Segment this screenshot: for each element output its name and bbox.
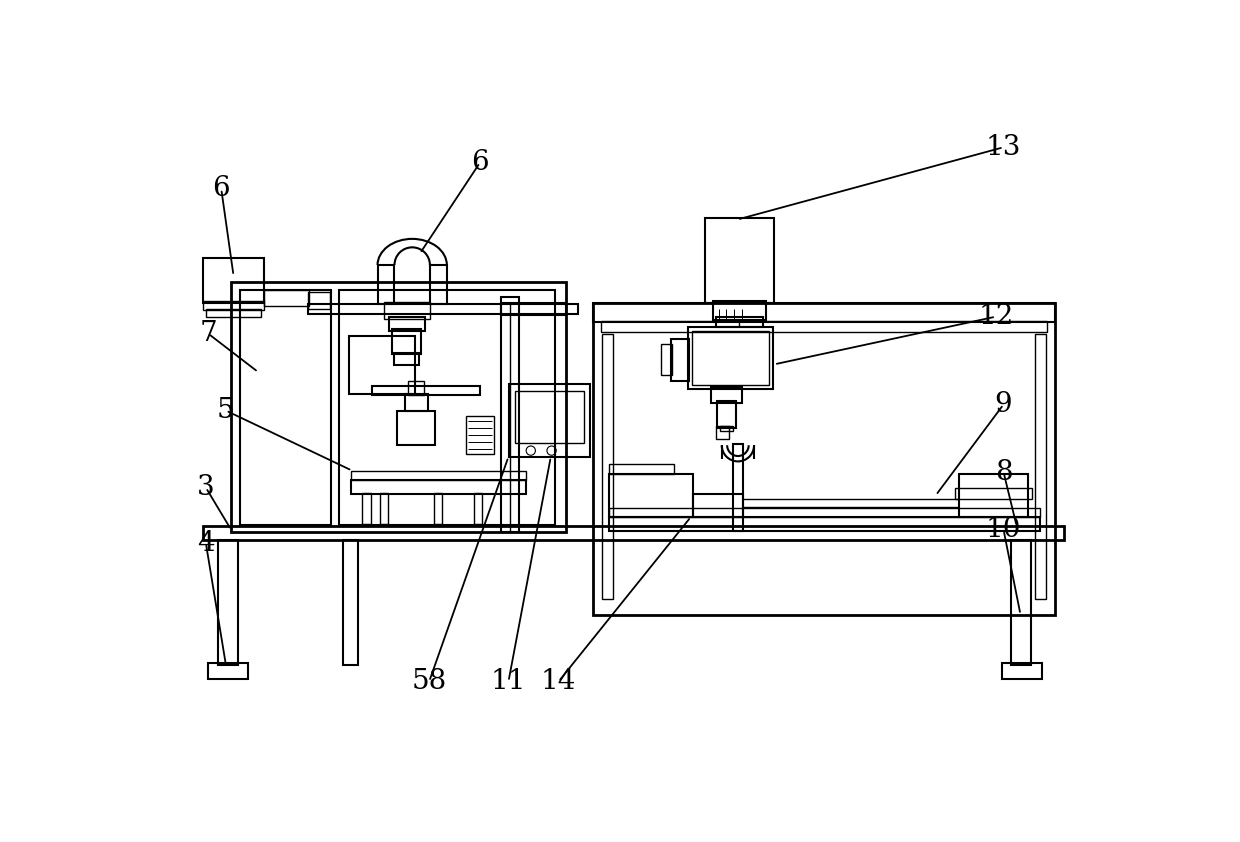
Bar xyxy=(309,292,330,309)
Bar xyxy=(692,331,769,385)
Bar xyxy=(720,426,733,430)
Bar xyxy=(392,329,422,354)
Bar xyxy=(203,258,264,303)
Bar xyxy=(343,540,358,664)
Bar xyxy=(688,328,773,389)
Text: 10: 10 xyxy=(986,516,1022,543)
Bar xyxy=(955,488,1032,499)
Text: 4: 4 xyxy=(197,530,215,557)
Bar xyxy=(430,265,446,304)
Bar xyxy=(717,317,763,328)
Text: 12: 12 xyxy=(978,303,1013,330)
Bar xyxy=(218,540,238,664)
Text: 9: 9 xyxy=(994,391,1012,418)
Text: 5: 5 xyxy=(217,397,234,424)
Bar xyxy=(404,394,428,411)
Bar xyxy=(711,387,742,402)
Bar xyxy=(593,303,1055,615)
Bar xyxy=(466,416,494,455)
Bar xyxy=(715,426,729,439)
Bar xyxy=(339,290,554,525)
Bar xyxy=(203,301,264,311)
Bar xyxy=(309,304,578,314)
Bar xyxy=(264,290,309,306)
Bar xyxy=(379,493,388,524)
Bar xyxy=(609,464,675,475)
Text: 6: 6 xyxy=(471,149,489,176)
Text: 11: 11 xyxy=(491,668,526,695)
Bar xyxy=(693,493,743,517)
Bar xyxy=(959,475,1028,517)
Bar xyxy=(516,392,584,443)
Text: 7: 7 xyxy=(200,320,217,347)
Bar xyxy=(593,303,1055,322)
Bar xyxy=(351,480,526,493)
Text: 3: 3 xyxy=(197,474,215,501)
Bar xyxy=(671,339,689,381)
Text: 8: 8 xyxy=(994,459,1012,486)
Bar xyxy=(408,381,424,395)
Bar xyxy=(603,333,613,600)
Bar xyxy=(362,493,371,524)
Bar xyxy=(609,517,1040,530)
Text: 14: 14 xyxy=(541,668,577,695)
Bar xyxy=(350,336,414,394)
Bar xyxy=(609,508,1040,517)
Bar xyxy=(206,309,262,317)
Text: 58: 58 xyxy=(412,668,446,695)
Bar xyxy=(474,493,482,524)
Bar xyxy=(1002,663,1042,679)
Bar xyxy=(1035,333,1045,600)
Bar xyxy=(377,265,394,304)
Bar xyxy=(231,282,567,532)
Bar xyxy=(434,493,443,524)
Text: 6: 6 xyxy=(212,175,231,202)
Bar xyxy=(501,303,567,315)
Bar xyxy=(1012,540,1032,664)
Bar xyxy=(601,322,1048,332)
Bar xyxy=(510,384,590,456)
Bar xyxy=(661,344,672,376)
Bar xyxy=(501,297,520,532)
Bar xyxy=(203,526,1064,540)
Bar xyxy=(372,386,480,395)
Bar xyxy=(241,290,331,525)
Bar xyxy=(389,317,424,331)
Bar xyxy=(713,301,766,320)
Bar xyxy=(717,402,735,428)
Bar xyxy=(704,218,774,303)
Bar xyxy=(351,471,526,480)
Text: 13: 13 xyxy=(986,134,1022,161)
Bar xyxy=(208,663,248,679)
Bar xyxy=(394,353,419,365)
Bar xyxy=(733,445,743,530)
Bar xyxy=(383,302,430,319)
Bar xyxy=(609,475,693,517)
Bar xyxy=(397,411,435,445)
